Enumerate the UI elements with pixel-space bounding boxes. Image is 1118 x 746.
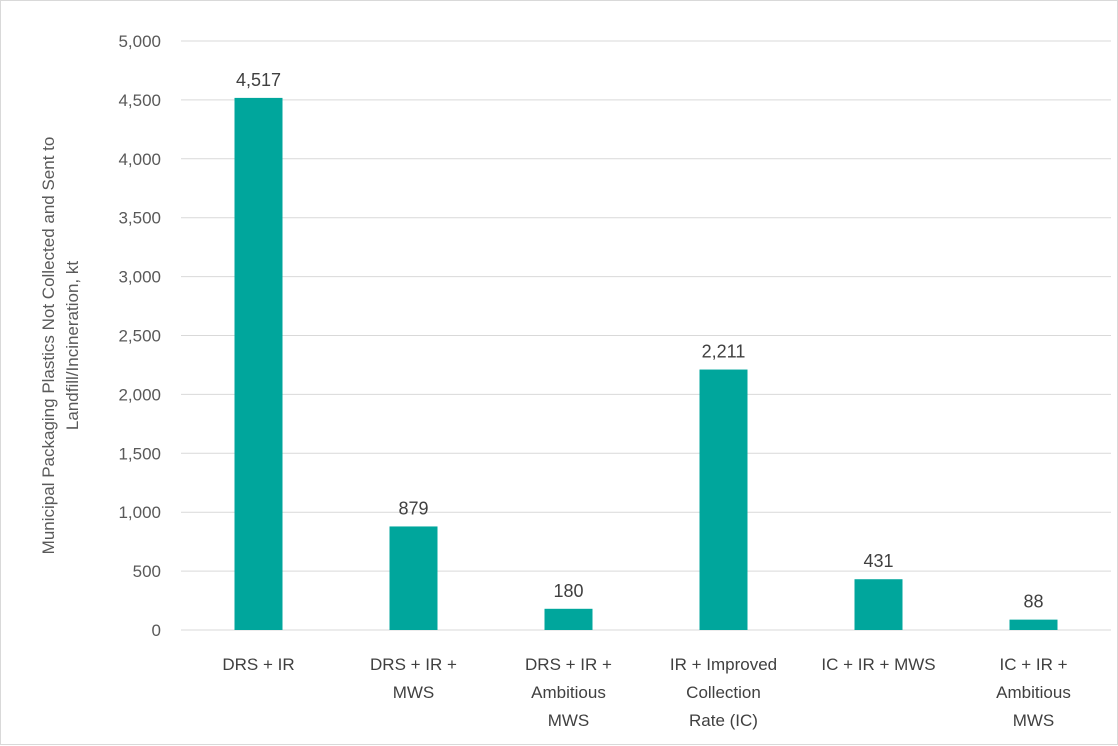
bar — [699, 369, 748, 630]
bar — [854, 579, 903, 630]
x-category-label: IR + Improved Collection Rate (IC) — [670, 655, 777, 730]
x-category-label-line: DRS + IR + — [525, 655, 612, 674]
bar — [1009, 619, 1058, 630]
data-labels: 4,517 879 180 2,211 431 88 — [236, 70, 1044, 612]
x-category-label-line: Ambitious — [531, 683, 606, 702]
y-tick-label: 500 — [133, 562, 161, 581]
x-category-label-line: IC + IR + MWS — [821, 655, 935, 674]
y-tick-label: 0 — [152, 621, 161, 640]
data-label: 88 — [1023, 592, 1043, 612]
x-category-label-line: DRS + IR + — [370, 655, 457, 674]
gridlines — [181, 40, 1111, 631]
y-tick-label: 4,000 — [118, 150, 161, 169]
bar — [544, 608, 593, 630]
bar — [389, 526, 438, 630]
x-category-label-line: Collection — [686, 683, 761, 702]
y-tick-label: 4,500 — [118, 91, 161, 110]
x-category-label-line: MWS — [393, 683, 435, 702]
data-label: 2,211 — [702, 342, 746, 362]
bar — [234, 97, 283, 630]
x-category-label-line: MWS — [1013, 711, 1055, 730]
x-axis-category-labels: DRS + IR DRS + IR + MWS DRS + IR + Ambitious… — [222, 655, 1070, 730]
x-category-label-line: MWS — [548, 711, 590, 730]
y-axis-tick-labels: 0 500 1,000 1,500 2,000 2,500 3,000 3,500 4,000 4… — [118, 32, 161, 640]
x-category-label-line: DRS + IR — [222, 655, 294, 674]
x-category-label-line: IC + IR + — [999, 655, 1067, 674]
bars — [234, 97, 1058, 630]
data-label: 431 — [863, 551, 893, 571]
x-category-label-line: Ambitious — [996, 683, 1071, 702]
x-category-label: IC + IR + MWS — [821, 655, 935, 674]
y-tick-label: 3,500 — [118, 209, 161, 228]
x-category-label-line: Rate (IC) — [689, 711, 758, 730]
data-label: 180 — [553, 581, 583, 601]
y-tick-label: 2,500 — [118, 327, 161, 346]
x-category-label-line: IR + Improved — [670, 655, 777, 674]
x-category-label: DRS + IR + Ambitious MWS — [525, 655, 612, 730]
x-category-label: DRS + IR + MWS — [370, 655, 457, 702]
x-category-label: DRS + IR — [222, 655, 294, 674]
data-label: 4,517 — [236, 70, 281, 90]
x-category-label: IC + IR + Ambitious MWS — [996, 655, 1071, 730]
y-axis-title: Municipal Packaging Plastics Not Collect… — [39, 137, 82, 555]
y-tick-label: 3,000 — [118, 268, 161, 287]
y-tick-label: 2,000 — [118, 385, 161, 404]
y-tick-label: 1,000 — [118, 503, 161, 522]
y-axis-title-line: Municipal Packaging Plastics Not Collect… — [39, 137, 58, 555]
y-tick-label: 1,500 — [118, 444, 161, 463]
y-tick-label: 5,000 — [118, 32, 161, 51]
data-label: 879 — [398, 498, 428, 518]
y-axis-title-line: Landfill/Incineration, kt — [63, 261, 82, 430]
